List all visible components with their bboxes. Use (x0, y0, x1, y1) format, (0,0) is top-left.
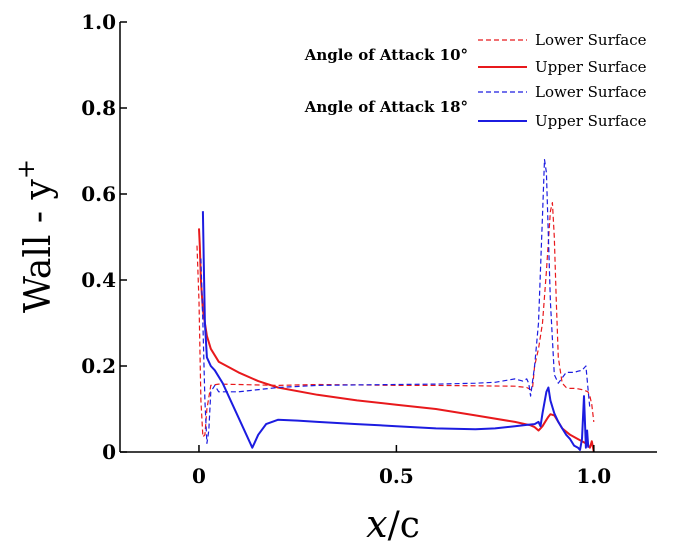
legend-label-0: Lower Surface (535, 31, 647, 49)
x-tick-label-0: 0 (192, 464, 206, 488)
legend: Angle of Attack 10° Angle of Attack 18° Lo… (304, 31, 647, 130)
series-line-3 (201, 211, 590, 451)
y-tick-label-2: 0.4 (81, 268, 116, 292)
y-axis-title: Wall - y+ (12, 159, 59, 313)
x-axis-title: x/c (366, 502, 420, 546)
series-line-0 (196, 202, 595, 438)
plot-lines (196, 159, 595, 453)
legend-label-2: Lower Surface (535, 83, 647, 101)
x-axis-title-var: x (366, 502, 387, 546)
y-tick-label-0: 0 (102, 440, 116, 464)
y-axis-title-sup: + (12, 159, 40, 179)
legend-group-label-0: Angle of Attack 10° (304, 46, 468, 64)
x-axis-title-rest: /c (388, 505, 420, 546)
ticks: 0 0.5 1.0 0 0.2 0.4 0.6 0.8 1.0 (81, 10, 611, 488)
y-tick-label-4: 0.8 (81, 96, 116, 120)
axes (119, 22, 657, 453)
x-tick-label-2: 1.0 (576, 464, 611, 488)
legend-label-1: Upper Surface (535, 58, 647, 76)
y-tick-label-1: 0.2 (81, 354, 116, 378)
y-axis-title-base: Wall - y (18, 179, 59, 313)
series-line-2 (200, 159, 591, 444)
series-line-1 (198, 228, 595, 453)
legend-group-label-1: Angle of Attack 18° (304, 98, 468, 116)
x-tick-label-1: 0.5 (379, 464, 414, 488)
y-tick-label-5: 1.0 (81, 10, 116, 34)
legend-label-3: Upper Surface (535, 112, 647, 130)
y-tick-label-3: 0.6 (81, 182, 116, 206)
